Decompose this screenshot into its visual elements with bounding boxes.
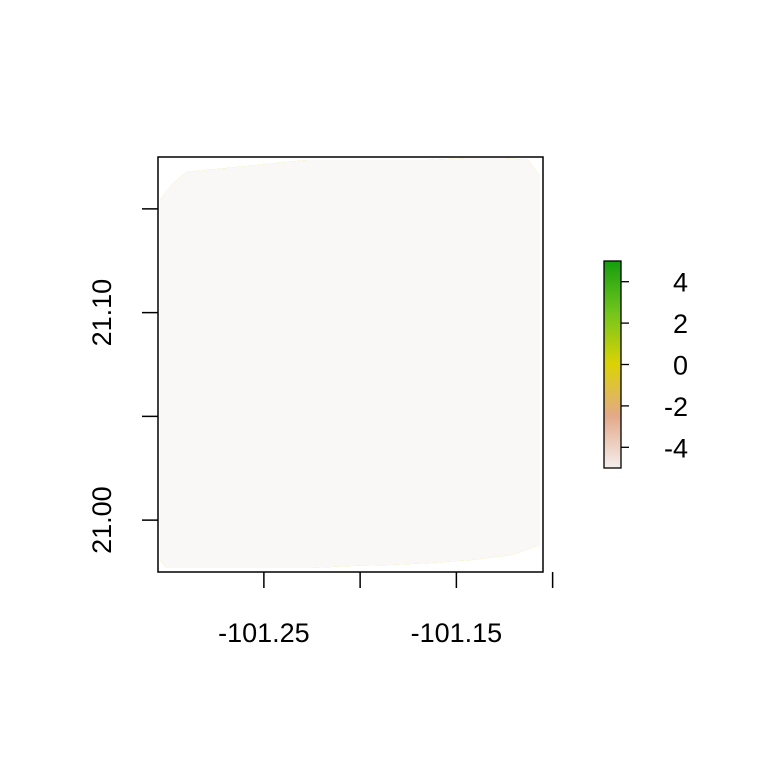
raster-surface [160,158,540,568]
plot-frame [157,156,544,573]
legend-tick-label: 0 [673,351,688,381]
x-tick-label: -101.25 [218,618,310,648]
x-tick-label: -101.15 [411,618,503,648]
x-axis: -101.25 -101.15 [218,572,554,648]
y-tick-label: 21.00 [87,486,117,554]
legend-ticks: 4 2 0 -2 -4 [621,268,688,463]
legend-tick-label: -4 [664,433,688,463]
y-tick-label: 21.10 [87,279,117,347]
y-axis: 21.00 21.10 [87,208,158,554]
legend-tick-label: 2 [673,309,688,339]
legend-tick-label: -2 [664,392,688,422]
legend-tick-label: 4 [673,268,688,298]
legend: 4 2 0 -2 -4 [603,260,688,469]
legend-colorbar [603,260,622,469]
